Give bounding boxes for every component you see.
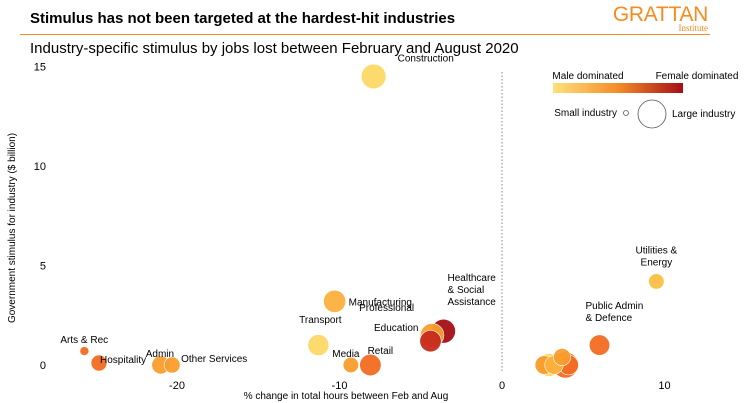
y-axis-label: Government stimulus for industry ($ bill… bbox=[7, 133, 18, 323]
point-label: Professional bbox=[359, 303, 414, 314]
point-label: Public Admin & Defence bbox=[586, 301, 644, 324]
data-point bbox=[553, 348, 572, 366]
point-label: Media bbox=[332, 349, 360, 360]
point-label: Education bbox=[374, 323, 418, 334]
y-tick-label: 15 bbox=[34, 62, 46, 74]
point-label: Utilities & Energy bbox=[636, 245, 678, 268]
x-tick-label: 0 bbox=[499, 380, 505, 392]
grattan-logo: GRATTAN Institute bbox=[612, 3, 709, 34]
legend-female-label: Female dominated bbox=[656, 71, 739, 82]
data-point-utilities-energy bbox=[648, 273, 665, 290]
y-tick-label: 5 bbox=[40, 261, 46, 273]
data-point-hospitality bbox=[90, 354, 108, 372]
x-tick-label: -20 bbox=[169, 380, 185, 392]
data-point-other-services bbox=[163, 356, 181, 374]
data-point-media bbox=[342, 356, 359, 374]
x-tick-label: 10 bbox=[658, 380, 670, 392]
data-point-construction bbox=[360, 63, 387, 90]
chart-subtitle: Industry-specific stimulus by jobs lost … bbox=[30, 40, 519, 57]
chart-title: Stimulus has not been targeted at the ha… bbox=[30, 10, 456, 27]
point-label: Construction bbox=[398, 53, 454, 64]
data-point-transport bbox=[307, 334, 330, 356]
data-point-public-admin-defence bbox=[588, 334, 611, 356]
legend-small-label: Small industry bbox=[554, 108, 617, 119]
point-label: Retail bbox=[368, 346, 394, 357]
data-point-arts-rec bbox=[79, 346, 90, 356]
title-rule bbox=[20, 34, 710, 35]
x-axis-label: % change in total hours between Feb and … bbox=[244, 391, 449, 402]
legend-small-circle bbox=[623, 110, 629, 116]
data-point-manufacturing bbox=[323, 289, 347, 313]
data-points bbox=[79, 63, 665, 379]
data-labels: Construction Manufacturing Transport Media R… bbox=[60, 53, 677, 366]
legend-large-label: Large industry bbox=[672, 109, 735, 120]
legend-male-label: Male dominated bbox=[552, 71, 623, 82]
x-tick-label: -10 bbox=[332, 380, 348, 392]
point-label: Other Services bbox=[181, 354, 247, 365]
logo-name: GRATTAN bbox=[612, 3, 708, 26]
point-label: Hospitality bbox=[100, 355, 146, 366]
axes: -20 -10 0 10 0 5 10 15 % change in total hours b… bbox=[7, 62, 671, 403]
point-label: Admin bbox=[146, 349, 174, 360]
point-label: Manufacturing bbox=[349, 297, 412, 308]
point-label: Arts & Rec bbox=[60, 335, 108, 346]
legend-large-circle bbox=[637, 99, 667, 129]
data-point-education bbox=[419, 330, 442, 353]
logo-sub: Institute bbox=[678, 23, 709, 33]
legend-color-bar bbox=[553, 83, 683, 93]
data-point-retail bbox=[359, 353, 382, 377]
point-label: Healthcare & Social Assistance bbox=[448, 273, 497, 308]
y-tick-label: 10 bbox=[34, 161, 46, 173]
point-label: Transport bbox=[299, 315, 342, 326]
legend: Male dominated Female dominated Small in… bbox=[552, 71, 739, 129]
y-tick-label: 0 bbox=[40, 360, 46, 372]
